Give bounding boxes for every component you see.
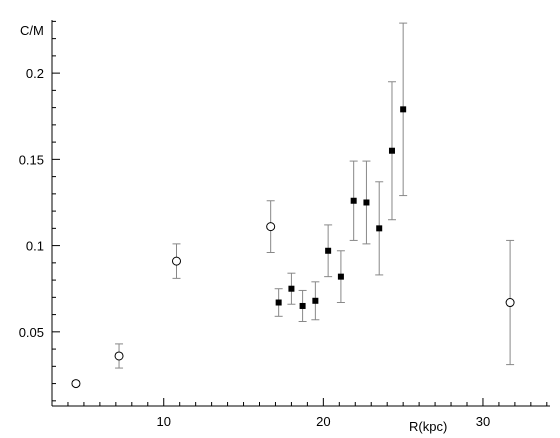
y-tick-label: 0.05 bbox=[19, 325, 44, 340]
x-tick-label: 30 bbox=[476, 414, 490, 429]
filled-square-point bbox=[299, 302, 306, 309]
filled-square-point bbox=[388, 147, 395, 154]
open-circle-point bbox=[172, 256, 181, 266]
open-circle-point bbox=[266, 222, 276, 232]
error-bars bbox=[71, 22, 515, 386]
filled-square-point bbox=[312, 297, 319, 304]
open-circle-point bbox=[71, 379, 81, 389]
ticks: 10 20 30 0.05 0.1 0.15 0.2 bbox=[19, 20, 548, 429]
filled-square-point bbox=[400, 106, 407, 113]
y-tick-label: 0.15 bbox=[19, 152, 44, 167]
filled-square-point bbox=[350, 197, 357, 204]
markers bbox=[71, 106, 515, 389]
y-tick-label: 0.1 bbox=[26, 239, 44, 254]
filled-square-point bbox=[288, 285, 295, 292]
filled-square-point bbox=[325, 247, 332, 254]
y-axis-title: C/M bbox=[20, 23, 44, 38]
x-tick-label: 20 bbox=[316, 414, 330, 429]
open-circle-point bbox=[505, 298, 515, 308]
x-axis-title: R(kpc) bbox=[409, 419, 447, 434]
filled-square-point bbox=[363, 199, 370, 206]
filled-square-point bbox=[275, 299, 282, 306]
filled-square-point bbox=[337, 273, 344, 280]
x-tick-label: 10 bbox=[156, 414, 170, 429]
y-tick-label: 0.2 bbox=[26, 66, 44, 81]
axes bbox=[51, 20, 550, 407]
filled-square-point bbox=[376, 225, 383, 232]
open-circle-point bbox=[114, 351, 124, 361]
